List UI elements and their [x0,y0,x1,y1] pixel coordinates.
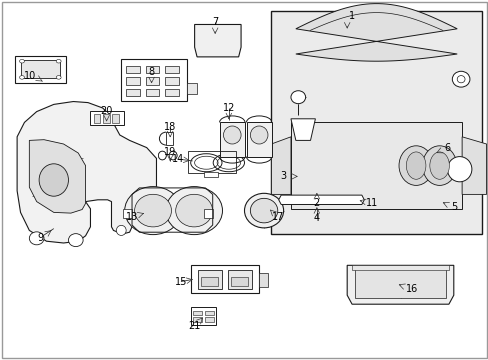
Ellipse shape [116,225,126,235]
Ellipse shape [29,232,44,245]
Bar [231,277,248,286]
Polygon shape [278,195,364,204]
Polygon shape [17,102,156,243]
Bar [228,270,251,289]
Bar [201,277,218,286]
Bar [145,77,159,85]
Ellipse shape [165,186,222,235]
Bar [145,89,159,96]
Ellipse shape [68,234,83,247]
Ellipse shape [451,71,469,87]
Ellipse shape [456,76,464,83]
Polygon shape [290,119,315,140]
Text: 2: 2 [313,198,319,208]
Polygon shape [29,140,85,213]
Text: 17: 17 [271,212,284,222]
Text: 16: 16 [405,284,417,294]
Text: 4: 4 [313,213,319,223]
Bar [126,66,140,73]
Bar [351,265,448,270]
Bar [190,265,259,293]
Text: 1: 1 [348,11,354,21]
Ellipse shape [290,91,305,104]
Ellipse shape [169,151,177,160]
Bar [123,209,132,218]
Ellipse shape [429,152,448,179]
Polygon shape [194,24,241,57]
Bar [204,311,213,315]
Bar [126,89,140,96]
Text: 18: 18 [163,122,176,132]
Bar [354,268,446,298]
Bar [204,317,213,322]
Ellipse shape [20,76,24,79]
Ellipse shape [158,151,166,160]
Bar [165,66,179,73]
Ellipse shape [250,198,277,223]
Polygon shape [461,137,486,194]
Bar [20,60,60,78]
Text: 7: 7 [212,17,218,27]
Bar [193,317,202,322]
Bar [246,122,272,157]
Polygon shape [271,137,290,194]
Bar [271,11,481,234]
Text: 9: 9 [37,233,43,243]
Text: 6: 6 [444,143,449,153]
Text: 5: 5 [451,202,457,212]
Ellipse shape [244,193,283,228]
Bar [94,114,100,123]
Text: 20: 20 [100,106,113,116]
Bar [15,56,66,83]
Bar [190,307,216,325]
Ellipse shape [406,152,425,179]
Bar [112,114,119,123]
Text: 10: 10 [24,71,37,81]
Ellipse shape [39,164,68,196]
Ellipse shape [398,146,432,185]
Bar [103,114,109,123]
Ellipse shape [124,186,181,235]
Bar [126,77,140,85]
Polygon shape [187,83,197,94]
Text: 12: 12 [222,103,235,113]
Bar [290,122,461,209]
Bar [166,132,173,145]
Bar [193,311,202,315]
Ellipse shape [56,59,61,63]
Bar [203,209,212,218]
Bar [165,77,179,85]
Text: 14: 14 [172,154,184,164]
Bar [188,151,236,173]
Bar [121,59,187,101]
Text: 21: 21 [188,321,201,331]
Ellipse shape [223,126,241,144]
Bar [198,270,221,289]
Text: 8: 8 [148,67,154,77]
Polygon shape [295,4,456,61]
Polygon shape [346,265,453,304]
Bar [90,111,123,125]
Bar [165,89,179,96]
Bar [259,273,267,287]
Text: 13: 13 [125,212,138,222]
Bar [220,122,245,157]
Ellipse shape [447,157,471,182]
Bar [145,66,159,73]
Ellipse shape [20,59,24,63]
Ellipse shape [250,126,267,144]
Text: 19: 19 [163,147,176,157]
Text: 15: 15 [174,276,187,287]
Ellipse shape [134,194,171,227]
Ellipse shape [175,194,212,227]
Text: 11: 11 [365,198,377,208]
Bar [204,172,218,177]
Text: 3: 3 [280,171,286,181]
Ellipse shape [422,146,456,185]
Ellipse shape [56,76,61,79]
